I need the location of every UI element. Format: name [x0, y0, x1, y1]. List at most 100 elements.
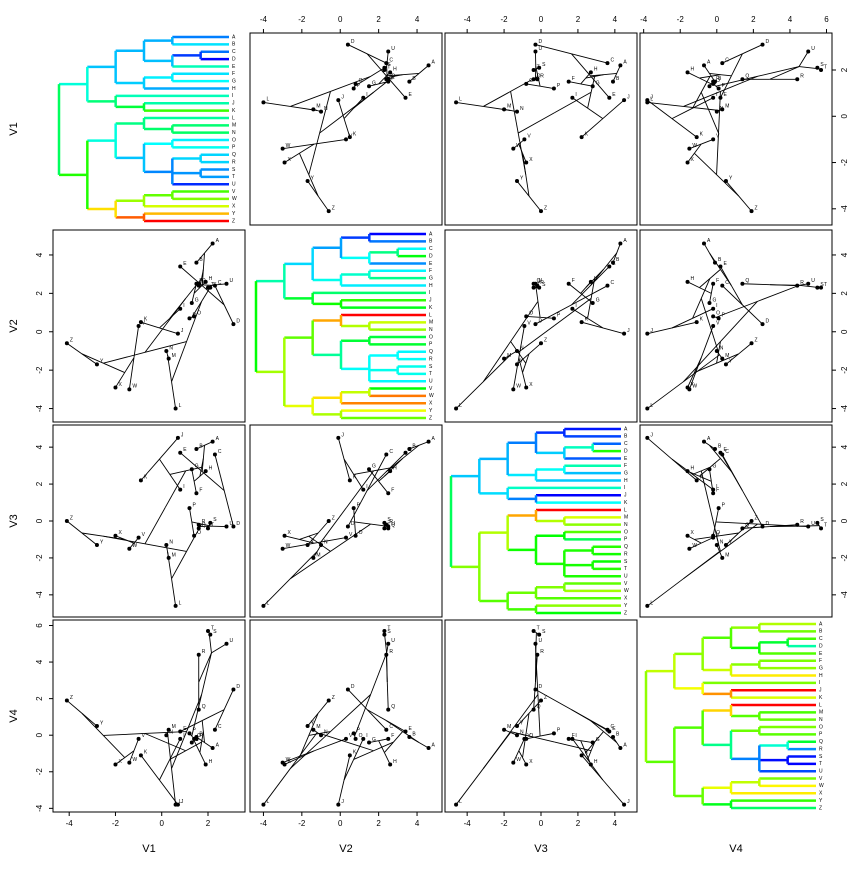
taxon-label: W: [132, 543, 137, 549]
tip-point: [711, 491, 715, 495]
tree-branch: [571, 286, 607, 305]
taxon-label: C: [389, 724, 393, 730]
tree-branch: [172, 382, 176, 409]
tip-point: [190, 467, 194, 471]
tree-branch: [159, 328, 178, 334]
tree-branch: [720, 301, 757, 341]
x-tick-label: -4: [260, 15, 268, 24]
taxon-label: E: [819, 651, 823, 657]
tip-point: [382, 521, 386, 525]
tip-point: [740, 77, 744, 81]
x-axis-label: V4: [729, 843, 742, 855]
taxon-label: K: [585, 131, 589, 137]
tree-branch: [202, 721, 203, 732]
tree-branch: [367, 54, 386, 63]
y-tick-label: 4: [840, 444, 849, 449]
taxon-label: N: [819, 717, 823, 723]
taxon-label: K: [624, 500, 628, 506]
tip-point: [515, 110, 519, 114]
taxon-label: U: [229, 278, 233, 284]
tip-point: [327, 209, 331, 213]
tip-point: [361, 488, 365, 492]
tip-point: [113, 534, 117, 538]
taxon-label: R: [202, 649, 206, 655]
taxon-label: T: [387, 625, 390, 631]
tree-branch: [224, 305, 233, 324]
tree-branch: [540, 317, 554, 318]
tip-point: [605, 61, 609, 65]
tip-point: [717, 87, 721, 91]
tip-point: [319, 733, 323, 737]
taxon-label: F: [716, 278, 719, 284]
tip-point: [686, 280, 690, 284]
taxon-label: S: [542, 62, 546, 68]
taxon-label: B: [616, 76, 620, 82]
tip-point: [224, 525, 228, 529]
x-tick-label: 4: [613, 819, 618, 828]
taxon-label: G: [624, 470, 628, 476]
tip-point: [539, 698, 543, 702]
panel: [640, 230, 832, 422]
y-tick-label: -2: [35, 768, 44, 776]
taxon-label: C: [610, 280, 614, 286]
taxon-label: Y: [520, 720, 524, 726]
taxon-label: L: [429, 312, 432, 318]
tip-point: [686, 70, 690, 74]
tree-branch: [672, 322, 697, 328]
tip-point: [567, 737, 571, 741]
taxon-label: F: [819, 658, 822, 664]
tree-branch: [344, 759, 354, 780]
tip-point: [354, 737, 358, 741]
tip-point: [283, 534, 287, 538]
tree-branch: [134, 326, 139, 358]
taxon-label: N: [169, 539, 173, 545]
taxon-label: J: [341, 799, 344, 805]
taxon-label: S: [542, 282, 546, 288]
taxon-label: X: [529, 759, 533, 765]
tip-point: [311, 728, 315, 732]
tip-point: [552, 316, 556, 320]
tip-point: [306, 179, 310, 183]
panel: [53, 230, 245, 422]
taxon-label: B: [624, 434, 628, 440]
tip-point: [454, 803, 458, 807]
tip-point: [713, 447, 717, 451]
tip-point: [311, 107, 315, 111]
taxon-label: Z: [70, 515, 73, 521]
tip-point: [815, 521, 819, 525]
taxon-label: L: [179, 403, 182, 409]
tree-branch: [757, 67, 799, 77]
tree-branch: [582, 322, 603, 328]
tip-point: [715, 349, 719, 353]
taxon-label: P: [557, 728, 561, 734]
tree-branch: [103, 733, 145, 735]
tip-point: [137, 324, 141, 328]
taxon-label: J: [627, 328, 630, 334]
tree-branch: [739, 196, 752, 211]
tip-point: [589, 762, 593, 766]
tip-point: [306, 543, 310, 547]
taxon-label: C: [610, 57, 614, 63]
tip-point: [211, 241, 215, 245]
tip-point: [327, 698, 331, 702]
taxon-label: E: [232, 64, 236, 70]
taxon-label: P: [232, 145, 236, 151]
taxon-label: W: [516, 143, 521, 149]
taxon-label: D: [429, 253, 433, 259]
tree-branch: [722, 286, 742, 305]
y-tick-label: 0: [840, 518, 849, 523]
y-tick-label: 0: [35, 329, 44, 334]
taxon-label: U: [811, 278, 815, 284]
taxon-label: I: [366, 733, 367, 739]
taxon-label: D: [351, 684, 355, 690]
tree-branch: [203, 445, 204, 458]
tip-point: [532, 629, 536, 633]
tip-point: [283, 762, 287, 766]
tip-point: [570, 96, 574, 100]
taxon-label: P: [429, 342, 433, 348]
taxon-label: U: [811, 46, 815, 52]
taxon-label: W: [692, 543, 697, 549]
taxon-label: C: [429, 246, 433, 252]
y-tick-label: -4: [35, 591, 44, 599]
tip-point: [711, 82, 715, 86]
